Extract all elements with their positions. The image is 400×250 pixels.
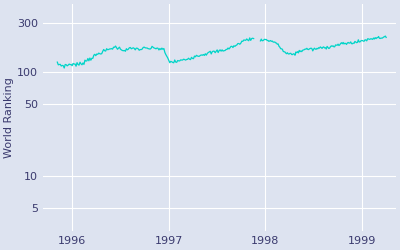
Y-axis label: World Ranking: World Ranking — [4, 77, 14, 158]
